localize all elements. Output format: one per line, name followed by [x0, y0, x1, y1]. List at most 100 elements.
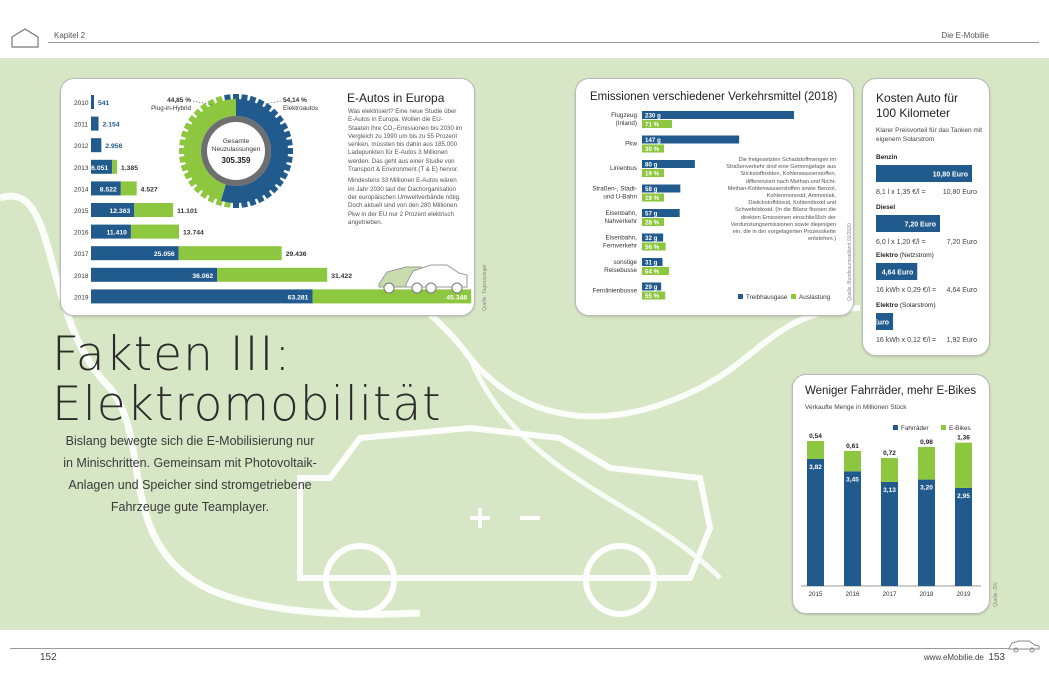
kosten-bar — [876, 215, 940, 232]
eautos-bar-bev — [91, 246, 179, 261]
kosten-result: 10,80 Euro — [943, 189, 977, 196]
eautos-bar-phev — [130, 224, 180, 239]
kosten-result: 7,20 Euro — [947, 239, 977, 246]
eautos-bar-bev — [91, 138, 102, 153]
subtitle-line-3: Anlagen und Speicher sind stromgetrieben… — [68, 478, 312, 492]
emissionen-category-label: Eisenbahn, — [605, 210, 637, 217]
legend-swatch-ghg — [738, 294, 743, 299]
ebikes-bar — [955, 442, 972, 488]
emissionen-bar-ghg — [642, 209, 680, 217]
ebikes-value-label: 0,54 — [809, 433, 822, 440]
donut-center — [207, 122, 265, 180]
emissionen-category-label: Fernlinienbusse — [593, 288, 638, 295]
footer-url: www.eMobilie.de — [923, 653, 984, 662]
eautos-year-label: 2014 — [74, 186, 89, 193]
ebikes-value-label: 0,61 — [846, 443, 859, 450]
gear-tooth — [241, 94, 248, 102]
emissionen-bar-load — [642, 193, 664, 202]
donut-center-label: Neuzulassungen — [212, 146, 261, 153]
emissionen-label-load: 28 % — [645, 220, 660, 227]
emissionen-bar-load — [642, 242, 666, 251]
header-divider — [48, 42, 1039, 43]
emissionen-bar-load — [642, 267, 670, 275]
footer-right: www.eMobilie.de 153 — [924, 652, 1005, 663]
emissionen-bar-ghg — [642, 282, 662, 291]
eautos-label-bev: 2.956 — [105, 143, 122, 150]
eautos-year-label: 2015 — [74, 208, 89, 215]
donut-bev-text: Elektroautos — [283, 105, 318, 112]
eautos-bar-bev — [91, 203, 135, 217]
emissionen-label-load: 55 % — [645, 293, 660, 300]
subtitle-line-4: Fahrzeuge gute Teamplayer. — [110, 500, 270, 514]
kosten-result: 1,92 Euro — [947, 337, 977, 344]
gear-tooth — [285, 139, 293, 146]
fahrraeder-subtitle: Verkaufte Menge in Millionen Stück — [805, 404, 907, 411]
fahrraeder-bar — [844, 471, 861, 586]
legend-label-load: Auslastung — [799, 294, 831, 301]
gear-tooth — [179, 156, 187, 163]
emissionen-bar-ghg — [642, 135, 740, 144]
fahrraeder-year-label: 2017 — [882, 591, 897, 598]
page-number-left: 152 — [40, 652, 57, 663]
kosten-bar-label: 4,64 Euro — [882, 270, 914, 277]
emissionen-label-ghg: 32 g — [645, 235, 658, 242]
kosten-fuel-label: Elektro (Solarstrom) — [876, 302, 936, 309]
kosten-bar-label: 10,80 Euro — [933, 172, 968, 179]
eautos-body-paragraph-1: Was elektrisiert? Eine neue Studie über … — [348, 108, 463, 174]
donut-center-label: Gesamte — [223, 138, 250, 145]
emissionen-category-label: (Inland) — [616, 120, 637, 127]
emissionen-label-ghg: 29 g — [645, 284, 658, 291]
house-icon — [11, 28, 39, 48]
eautos-bar-bev — [91, 116, 99, 131]
fahrraeder-bar — [807, 458, 824, 586]
ebikes-value-label: 0,72 — [883, 450, 896, 457]
eautos-label-bev: 2.154 — [103, 122, 120, 129]
emissionen-category-label: und U-Bahn — [603, 194, 637, 201]
eautos-label-bev: 12.363 — [109, 208, 130, 215]
fahrraeder-value-label: 2,95 — [957, 493, 970, 500]
page-title-line-1: Fakten III: — [52, 327, 292, 382]
emissionen-category-label: Fernverkehr — [603, 243, 637, 250]
emissionen-bar-ghg — [642, 233, 664, 242]
eautos-source: Quelle: Tagesspiegel — [482, 264, 488, 311]
emissionen-bar-ghg — [642, 160, 695, 168]
callout-line — [258, 100, 282, 106]
kosten-bar — [876, 313, 894, 330]
eautos-year-label: 2013 — [74, 165, 89, 172]
fahrraeder-value-label: 3,45 — [846, 476, 859, 483]
gear-tooth — [179, 139, 187, 146]
eautos-label-phev: 1.385 — [121, 165, 138, 172]
emissionen-bar-ghg — [642, 258, 663, 266]
donut-segment-phev — [183, 99, 236, 201]
eautos-bar-bev — [91, 181, 121, 196]
emissionen-label-ghg: 58 g — [645, 186, 658, 193]
eautos-label-phev: 13.744 — [183, 230, 204, 237]
eautos-year-label: 2017 — [74, 251, 89, 258]
page-title-line-2: Elektromobilität — [52, 377, 442, 432]
emissionen-label-ghg: 230 g — [645, 113, 661, 120]
fahrraeder-value-label: 3,13 — [883, 487, 896, 494]
eautos-bar-bev — [91, 267, 218, 282]
eautos-card: 2010 541 2011 2.154 2012 2.956 2013 6.051 1.385 2… — [60, 78, 488, 316]
gear-tooth — [179, 148, 185, 154]
emissionen-category-label: Reisebusse — [604, 267, 637, 274]
legend-label-fahrraeder: Fahrräder — [901, 425, 929, 432]
kosten-bar-label: 1,92 Euro — [863, 320, 889, 327]
gear-tooth — [224, 200, 231, 208]
emissionen-label-load: 64 % — [645, 269, 660, 276]
fahrraeder-bar — [881, 481, 898, 586]
emissionen-note: Die freigesetzten Schadstoffmengen im St… — [726, 157, 836, 243]
eautos-bar-bev — [91, 159, 113, 174]
subtitle-line-2: in Minischritten. Gemeinsam mit Photovol… — [63, 456, 317, 470]
fahrraeder-year-label: 2018 — [919, 591, 934, 598]
emissionen-category-label: sonstige — [614, 259, 638, 266]
fahrraeder-year-label: 2015 — [808, 591, 823, 598]
emissionen-label-load: 19 % — [645, 195, 660, 202]
callout-line — [192, 100, 214, 106]
emissionen-category-label: Nahverkehr — [604, 218, 637, 225]
emissionen-category-label: Pkw — [625, 141, 637, 148]
eautos-title: E-Autos in Europa — [347, 91, 445, 105]
donut-phev-share: 44,85 % — [167, 97, 191, 104]
fahrraeder-year-label: 2016 — [845, 591, 860, 598]
eautos-year-label: 2016 — [74, 230, 89, 237]
